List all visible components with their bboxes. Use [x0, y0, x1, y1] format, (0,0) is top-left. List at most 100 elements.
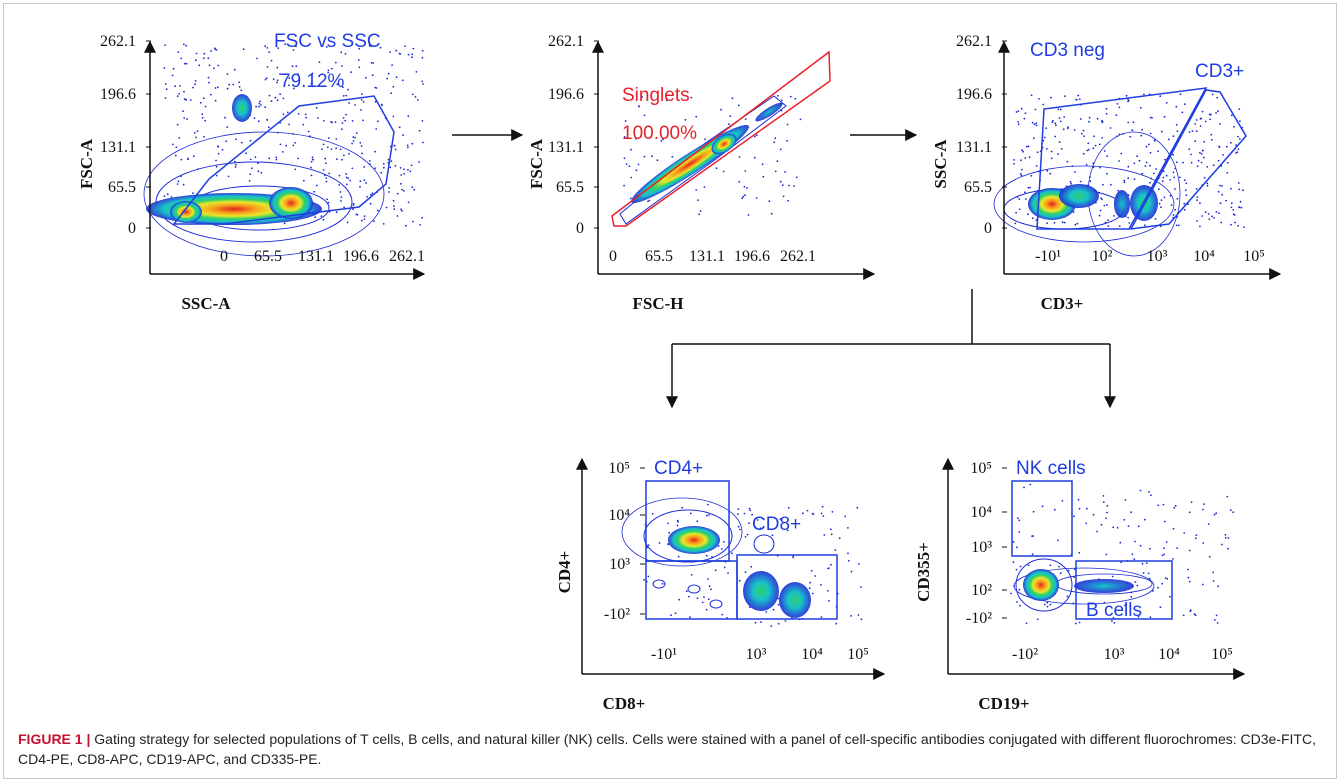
event-dot	[166, 193, 169, 196]
event-dot	[1087, 148, 1090, 151]
event-dot	[279, 73, 281, 76]
p3-x-tick-label: 10³	[1147, 248, 1168, 265]
event-dot	[352, 140, 355, 142]
event-dot	[1155, 168, 1157, 170]
caption-lead: FIGURE 1 |	[18, 731, 91, 747]
event-dot	[808, 587, 811, 590]
event-dot	[1232, 209, 1235, 211]
event-dot	[313, 190, 316, 193]
event-dot	[381, 104, 383, 107]
event-dot	[746, 533, 749, 536]
singlets-gate	[611, 50, 831, 227]
event-dot	[345, 173, 348, 175]
event-dot	[1018, 531, 1021, 533]
event-dot	[703, 186, 706, 188]
event-dot	[349, 179, 352, 182]
event-dot	[1200, 161, 1203, 164]
event-dot	[1072, 211, 1075, 214]
event-dot	[202, 97, 205, 100]
event-dot	[1159, 225, 1162, 228]
event-dot	[1063, 221, 1066, 224]
event-dot	[375, 128, 378, 130]
event-dot	[360, 145, 363, 147]
event-dot	[828, 600, 830, 602]
event-dot	[257, 170, 260, 173]
cd3-neg-gate-label: CD3 neg	[1030, 40, 1105, 61]
event-dot	[1074, 223, 1077, 226]
p1-y-tick-label: 0	[128, 220, 136, 237]
event-dot	[388, 187, 391, 189]
event-dot	[834, 549, 837, 551]
event-dot	[1061, 500, 1064, 502]
event-dot	[1162, 503, 1165, 506]
event-dot	[1161, 554, 1164, 557]
event-dot	[260, 171, 263, 174]
cd8-positive-gate-label: CD8+	[752, 514, 801, 535]
event-dot	[784, 171, 786, 173]
event-dot	[204, 105, 207, 108]
panel-cd4-cd8: 10⁵ 10⁴ 10³ -10² -10¹ 10³ 10⁴ 10⁵ CD4+ CD8+ CD4…	[555, 457, 886, 713]
p4-y-tick-label: 10⁴	[608, 507, 630, 524]
event-dot	[1230, 206, 1233, 209]
event-dot	[755, 134, 758, 137]
event-dot	[232, 83, 235, 86]
event-dot	[396, 215, 399, 217]
event-dot	[860, 586, 862, 588]
event-dot	[1188, 148, 1191, 151]
event-dot	[831, 511, 834, 513]
event-dot	[1106, 204, 1108, 206]
event-dot	[1175, 105, 1178, 108]
event-dot	[1016, 517, 1019, 520]
event-dot	[227, 175, 230, 178]
event-dot	[186, 118, 189, 120]
event-dot	[398, 52, 401, 55]
event-dot	[1127, 216, 1129, 219]
event-dot	[1106, 511, 1108, 514]
event-dot	[1206, 166, 1209, 168]
event-dot	[362, 101, 365, 103]
event-dot	[1041, 505, 1044, 508]
event-dot	[721, 613, 724, 616]
event-dot	[1216, 96, 1219, 99]
event-dot	[351, 142, 353, 145]
event-dot	[822, 515, 825, 517]
event-dot	[1172, 527, 1175, 530]
event-dot	[1177, 224, 1180, 227]
event-dot	[195, 136, 197, 139]
event-dot	[415, 71, 418, 73]
event-dot	[322, 169, 325, 171]
event-dot	[165, 88, 168, 91]
event-dot	[217, 152, 220, 155]
p1-y-tick-label: 131.1	[100, 139, 136, 156]
event-dot	[1085, 507, 1088, 510]
event-dot	[1051, 121, 1054, 124]
event-dot	[830, 563, 832, 566]
event-dot	[690, 574, 693, 576]
event-dot	[412, 220, 414, 223]
event-dot	[238, 81, 241, 84]
event-dot	[192, 192, 194, 195]
event-dot	[1163, 547, 1165, 549]
event-dot	[1163, 520, 1166, 523]
p1-x-tick-label: 131.1	[298, 248, 334, 265]
event-dot	[1119, 541, 1122, 544]
event-dot	[792, 556, 795, 559]
event-dot	[1073, 129, 1076, 131]
event-dot	[1118, 106, 1121, 109]
event-dot	[334, 61, 337, 64]
event-dot	[389, 51, 391, 53]
event-dot	[1195, 119, 1198, 121]
event-dot	[1096, 530, 1098, 533]
event-dot	[1107, 225, 1110, 227]
event-dot	[1173, 176, 1176, 179]
event-dot	[651, 155, 653, 158]
event-dot	[624, 98, 626, 101]
event-dot	[315, 106, 318, 109]
event-dot	[401, 79, 404, 82]
event-dot	[288, 123, 290, 126]
event-dot	[284, 43, 286, 46]
event-dot	[1032, 137, 1035, 140]
event-dot	[266, 47, 269, 49]
event-dot	[1163, 115, 1166, 118]
event-dot	[268, 51, 270, 53]
